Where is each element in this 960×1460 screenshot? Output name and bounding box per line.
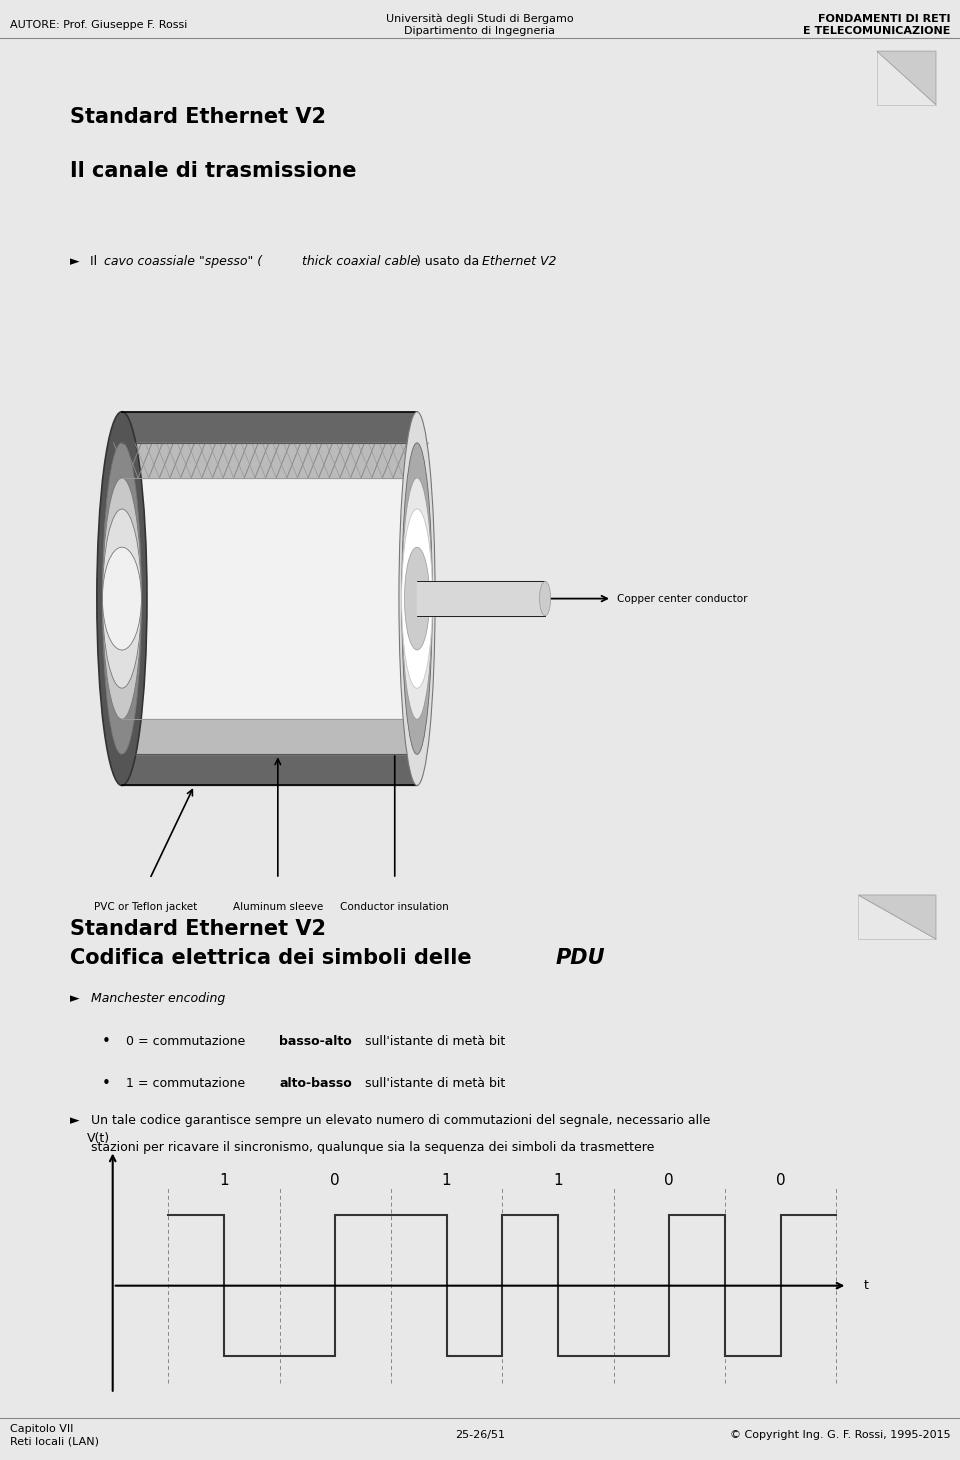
Text: Aluminum sleeve: Aluminum sleeve	[232, 902, 323, 912]
Text: ►: ►	[69, 993, 80, 1004]
Text: ►: ►	[69, 1114, 80, 1127]
Text: basso-alto: basso-alto	[279, 1035, 352, 1048]
Text: Manchester encoding: Manchester encoding	[90, 993, 225, 1004]
Ellipse shape	[401, 477, 432, 720]
Text: •: •	[102, 1076, 110, 1091]
Ellipse shape	[103, 548, 141, 650]
Ellipse shape	[540, 581, 551, 616]
Text: stazioni per ricavare il sincronismo, qualunque sia la sequenza dei simboli da t: stazioni per ricavare il sincronismo, qu…	[90, 1142, 654, 1155]
Ellipse shape	[401, 510, 432, 688]
Text: 0: 0	[776, 1172, 785, 1188]
Text: Dipartimento di Ingegneria: Dipartimento di Ingegneria	[404, 26, 556, 35]
Polygon shape	[876, 51, 936, 105]
Text: 1 = commutazione: 1 = commutazione	[126, 1076, 250, 1089]
Text: Standard Ethernet V2: Standard Ethernet V2	[69, 107, 325, 127]
Text: FONDAMENTI DI RETI: FONDAMENTI DI RETI	[818, 15, 950, 23]
Ellipse shape	[103, 477, 141, 720]
Text: 1: 1	[442, 1172, 451, 1188]
Text: Reti locali (LAN): Reti locali (LAN)	[10, 1437, 99, 1445]
Text: •: •	[102, 1034, 110, 1050]
Text: Capitolo VII: Capitolo VII	[10, 1425, 73, 1434]
Text: alto-basso: alto-basso	[279, 1076, 352, 1089]
Text: PVC or Teflon jacket: PVC or Teflon jacket	[94, 902, 198, 912]
Text: V(t): V(t)	[87, 1132, 110, 1145]
Text: Codifica elettrica dei simboli delle: Codifica elettrica dei simboli delle	[69, 948, 478, 968]
Text: E TELECOMUNICAZIONE: E TELECOMUNICAZIONE	[803, 26, 950, 35]
Text: © Copyright Ing. G. F. Rossi, 1995-2015: © Copyright Ing. G. F. Rossi, 1995-2015	[730, 1431, 950, 1440]
Text: thick coaxial cable: thick coaxial cable	[302, 255, 419, 269]
Polygon shape	[876, 51, 936, 105]
Polygon shape	[858, 895, 936, 939]
Ellipse shape	[401, 442, 432, 755]
Ellipse shape	[97, 412, 147, 785]
Ellipse shape	[103, 442, 141, 755]
Text: cavo coassiale "spesso" (: cavo coassiale "spesso" (	[105, 255, 262, 269]
Text: ►: ►	[69, 255, 80, 269]
Ellipse shape	[404, 548, 429, 650]
Ellipse shape	[401, 510, 432, 688]
Text: 25-26/51: 25-26/51	[455, 1431, 505, 1440]
Text: PDU: PDU	[556, 948, 606, 968]
Text: Un tale codice garantisce sempre un elevato numero di commutazioni del segnale, : Un tale codice garantisce sempre un elev…	[90, 1114, 710, 1127]
Text: sull'istante di metà bit: sull'istante di metà bit	[361, 1035, 506, 1048]
Text: 0: 0	[330, 1172, 340, 1188]
Ellipse shape	[399, 412, 435, 785]
Text: Conductor insulation: Conductor insulation	[341, 902, 449, 912]
Text: Ethernet V2: Ethernet V2	[482, 255, 557, 269]
Text: sull'istante di metà bit: sull'istante di metà bit	[361, 1076, 506, 1089]
Polygon shape	[858, 895, 936, 939]
Text: Il canale di trasmissione: Il canale di trasmissione	[69, 161, 356, 181]
Text: 0: 0	[664, 1172, 674, 1188]
Text: ) usato da: ) usato da	[416, 255, 484, 269]
Text: AUTORE: Prof. Giuseppe F. Rossi: AUTORE: Prof. Giuseppe F. Rossi	[10, 20, 187, 29]
Text: 1: 1	[553, 1172, 563, 1188]
Ellipse shape	[103, 510, 141, 688]
Text: 1: 1	[219, 1172, 228, 1188]
Text: Il: Il	[89, 255, 101, 269]
Text: t: t	[864, 1279, 869, 1292]
Text: Università degli Studi di Bergamo: Università degli Studi di Bergamo	[386, 13, 574, 25]
Text: 0 = commutazione: 0 = commutazione	[126, 1035, 250, 1048]
Text: Standard Ethernet V2: Standard Ethernet V2	[69, 918, 325, 939]
Text: Copper center conductor: Copper center conductor	[617, 594, 748, 603]
